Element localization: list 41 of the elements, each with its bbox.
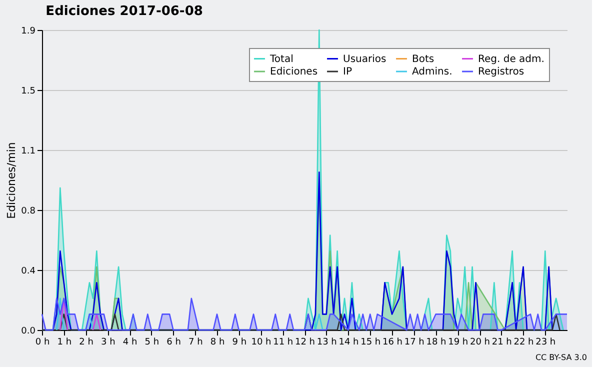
x-tick-label: 19 h <box>448 338 468 348</box>
x-tick-label: 20 h <box>470 338 490 348</box>
y-axis-title: Ediciones/min <box>5 142 18 219</box>
y-tick-label: 0.0 <box>21 326 36 336</box>
text: CC BY-SA 3.0 <box>535 353 587 362</box>
x-tick-label: 22 h <box>514 338 534 348</box>
x-tick-label: 17 h <box>404 338 424 348</box>
x-tick-label: 14 h <box>338 338 359 348</box>
x-tick-label: 2 h <box>79 338 94 348</box>
x-tick-label: 6 h <box>166 338 181 348</box>
legend-label: IP <box>343 66 352 78</box>
legend-label: Reg. de adm. <box>478 54 544 65</box>
x-tick-label: 8 h <box>210 338 225 348</box>
legend-label: Bots <box>412 54 434 65</box>
x-tick-label: 13 h <box>316 338 337 348</box>
x-tick-label: 9 h <box>232 338 247 348</box>
y-tick-label: 1.5 <box>21 86 36 96</box>
x-tick-label: 12 h <box>294 338 316 348</box>
x-tick-label: 7 h <box>188 338 203 348</box>
legend-label: Registros <box>478 66 524 78</box>
x-tick-label: 3 h <box>100 338 116 348</box>
x-tick-label: 23 h <box>536 338 556 348</box>
legend-label: Ediciones <box>270 66 318 78</box>
y-tick-label: 1.9 <box>21 26 36 36</box>
x-tick-label: 18 h <box>426 338 446 348</box>
legend-label: Total <box>269 54 294 65</box>
y-tick-label: 1.1 <box>21 146 36 156</box>
x-tick-label: 5 h <box>144 338 160 348</box>
x-tick-label: 0 h <box>35 338 50 348</box>
x-tick-label: 15 h <box>360 338 381 348</box>
x-tick-label: 1 h <box>57 338 72 348</box>
x-tick-label: 4 h <box>122 338 138 348</box>
legend-label: Usuarios <box>343 54 386 65</box>
x-tick-label: 16 h <box>382 338 403 348</box>
x-tick-label: 10 h <box>251 338 272 348</box>
y-tick-label: 0.4 <box>21 266 36 276</box>
chart-title: Ediciones 2017-06-08 <box>46 4 203 19</box>
y-tick-label: 0.8 <box>21 206 36 216</box>
x-tick-label: 11 h <box>273 338 294 348</box>
x-tick-label: 21 h <box>492 338 512 348</box>
legend-label: Admins. <box>412 66 452 78</box>
